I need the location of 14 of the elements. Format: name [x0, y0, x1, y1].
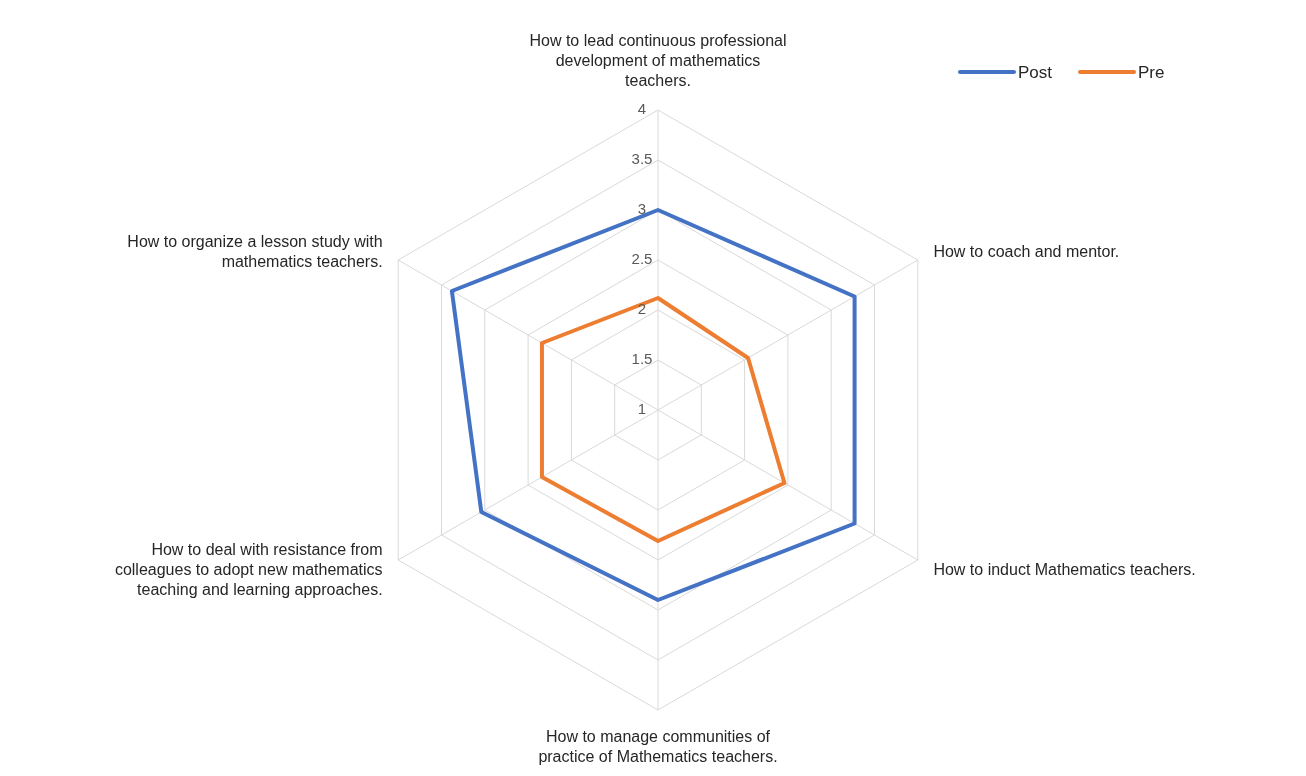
spoke-label: How to coach and mentor. — [933, 243, 1120, 260]
spoke-label: How to induct Mathematics teachers. — [933, 561, 1196, 578]
spoke-label: How to deal with resistance from colleagues to adopt new mathematics teaching and learning approaches. — [114, 541, 383, 598]
y-tick-label: 4 — [637, 99, 647, 117]
y-tick-label: 1 — [637, 399, 647, 417]
spoke-label: How to organize a lesson study with mathematics teachers. — [127, 233, 383, 270]
y-tick-label: 1.5 — [631, 349, 653, 367]
y-tick-label: 3.5 — [631, 149, 653, 167]
y-tick-label: 2.5 — [631, 249, 653, 267]
spoke-label: How to lead continuous professional development of mathematics teachers. — [529, 32, 787, 89]
legend-label: Pre — [1138, 63, 1165, 82]
spoke-label: How to manage communities of practice of Mathematics teachers. — [538, 728, 778, 765]
legend-label: Post — [1018, 63, 1053, 82]
y-tick-label: 3 — [637, 199, 647, 217]
